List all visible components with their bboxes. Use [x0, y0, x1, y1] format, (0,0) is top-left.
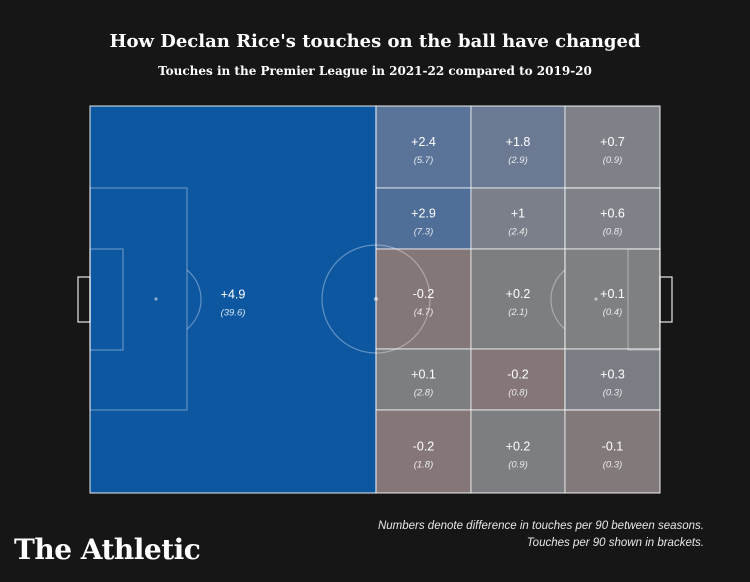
zone-r1-c3: [564, 105, 661, 189]
chart-subtitle: Touches in the Premier League in 2021-22…: [158, 64, 592, 78]
zone-diff-label: +4.9: [221, 288, 246, 302]
zone-per90-label: (0.3): [603, 460, 623, 471]
zone-r2-c1: [375, 187, 472, 250]
right-goal: [659, 276, 673, 323]
zone-per90-label: (39.6): [221, 308, 246, 319]
zone-r5-c3: [564, 409, 661, 494]
centre-circle: [321, 244, 431, 354]
zone-diff-label: +0.3: [600, 368, 625, 382]
zone-r3-c3: [564, 248, 661, 350]
footnote-brackets: Touches per 90 shown in brackets.: [526, 537, 704, 549]
the-athletic-logo: The Athletic: [14, 533, 201, 566]
zone-r2-c2: [470, 187, 566, 250]
zone-per90-label: (0.8): [508, 388, 528, 399]
zone-r1-c2: [470, 105, 566, 189]
zone-own-half: [89, 105, 377, 494]
zone-diff-label: +1: [511, 207, 525, 221]
zone-per90-label: (0.8): [603, 227, 623, 238]
zone-per90-label: (2.8): [414, 388, 434, 399]
zone-r4-c3: [564, 348, 661, 411]
zone-r5-c2: [470, 409, 566, 494]
zone-diff-label: -0.2: [507, 368, 529, 382]
zone-per90-label: (2.4): [508, 227, 528, 238]
zone-per90-label: (2.1): [508, 307, 528, 318]
zone-r5-c1: [375, 409, 472, 494]
zone-diff-label: +2.4: [411, 135, 436, 149]
zone-per90-label: (0.4): [603, 307, 623, 318]
chart-title: How Declan Rice's touches on the ball ha…: [109, 31, 641, 52]
zone-per90-label: (4.7): [414, 307, 434, 318]
zone-diff-label: +0.6: [600, 207, 625, 221]
chart-footnote: Numbers denote difference in touches per…: [378, 518, 704, 552]
zone-per90-label: (5.7): [414, 155, 434, 166]
zone-per90-label: (7.3): [414, 227, 434, 238]
zone-r4-c1: [375, 348, 472, 411]
zone-diff-label: -0.2: [413, 440, 435, 454]
zone-per90-label: (0.3): [603, 388, 623, 399]
zone-diff-label: +0.2: [506, 287, 531, 301]
zone-diff-label: -0.2: [413, 287, 435, 301]
right-penalty-arc: [550, 269, 566, 330]
zone-per90-label: (2.9): [508, 155, 528, 166]
zone-diff-label: +0.7: [600, 135, 625, 149]
footnote-difference: Numbers denote difference in touches per…: [377, 520, 704, 532]
centre-spot: [373, 296, 379, 302]
zone-per90-label: (0.9): [603, 155, 623, 166]
left-penalty-arc: [186, 269, 202, 330]
zone-r3-c2: [470, 248, 566, 350]
right-penalty-spot: [594, 297, 598, 301]
left-penalty-spot: [154, 297, 158, 301]
zone-diff-label: +0.2: [506, 440, 531, 454]
zone-diff-label: -0.1: [602, 440, 624, 454]
zone-per90-label: (0.9): [508, 460, 528, 471]
zone-diff-label: +2.9: [411, 207, 436, 221]
zone-diff-label: +1.8: [506, 135, 531, 149]
zone-per90-label: (1.8): [414, 460, 434, 471]
zone-r4-c2: [470, 348, 566, 411]
zone-diff-label: +0.1: [411, 368, 436, 382]
zone-diff-label: +0.1: [600, 287, 625, 301]
left-goal: [77, 276, 91, 323]
